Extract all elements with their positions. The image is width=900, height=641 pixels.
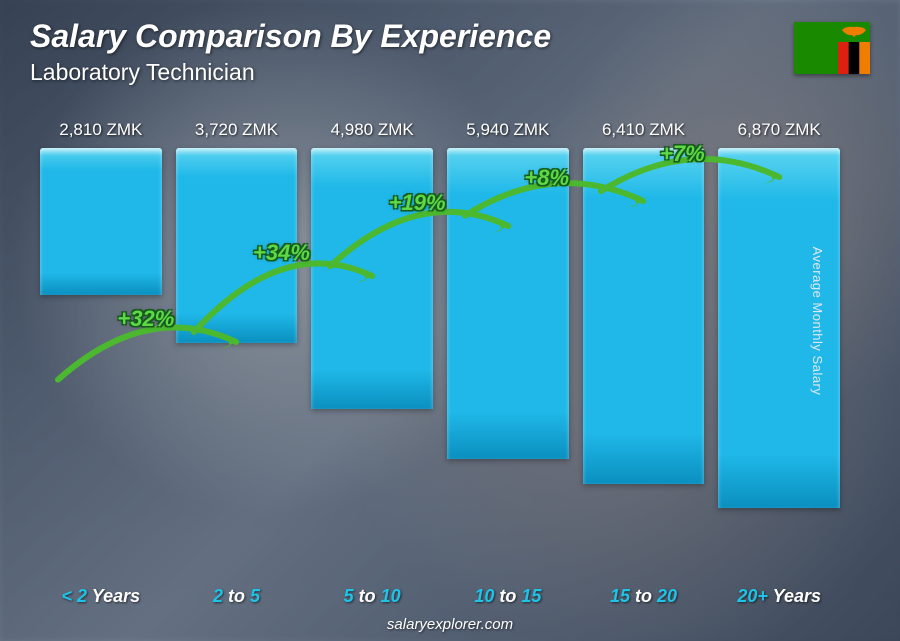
bar-chart: 2,810 ZMK 3,720 ZMK 4,980 ZMK 5,940 ZMK 6,41… [40, 120, 840, 571]
bar-group: 4,980 ZMK [311, 120, 433, 571]
x-axis-label: 20+ Years [718, 586, 840, 607]
pct-change-badge: +7% [660, 141, 705, 167]
x-axis-label: < 2 Years [40, 586, 162, 607]
x-axis-labels: < 2 Years 2 to 5 5 to 10 10 to 15 15 to 20 20… [40, 586, 840, 607]
bar [40, 148, 162, 295]
bar-value-label: 3,720 ZMK [195, 120, 278, 140]
pct-change-badge: +34% [253, 240, 310, 266]
bar [447, 148, 569, 459]
bar-group: 3,720 ZMK [176, 120, 298, 571]
header: Salary Comparison By Experience Laborato… [30, 18, 870, 86]
pct-change-badge: +32% [117, 306, 174, 332]
page-title: Salary Comparison By Experience [30, 18, 870, 55]
bar-value-label: 2,810 ZMK [59, 120, 142, 140]
x-axis-label: 5 to 10 [311, 586, 433, 607]
bar-group: 6,410 ZMK [583, 120, 705, 571]
bar-value-label: 5,940 ZMK [466, 120, 549, 140]
y-axis-label: Average Monthly Salary [810, 246, 825, 395]
bar-value-label: 6,410 ZMK [602, 120, 685, 140]
bar-group: 2,810 ZMK [40, 120, 162, 571]
bar-value-label: 6,870 ZMK [738, 120, 821, 140]
zambia-flag-icon [794, 22, 870, 74]
pct-change-badge: +8% [524, 165, 569, 191]
bar-value-label: 4,980 ZMK [331, 120, 414, 140]
bar [311, 148, 433, 409]
pct-change-badge: +19% [389, 190, 446, 216]
bar [583, 148, 705, 484]
source-credit: salaryexplorer.com [0, 616, 900, 633]
x-axis-label: 10 to 15 [447, 586, 569, 607]
x-axis-label: 15 to 20 [583, 586, 705, 607]
page-subtitle: Laboratory Technician [30, 59, 870, 86]
x-axis-label: 2 to 5 [176, 586, 298, 607]
